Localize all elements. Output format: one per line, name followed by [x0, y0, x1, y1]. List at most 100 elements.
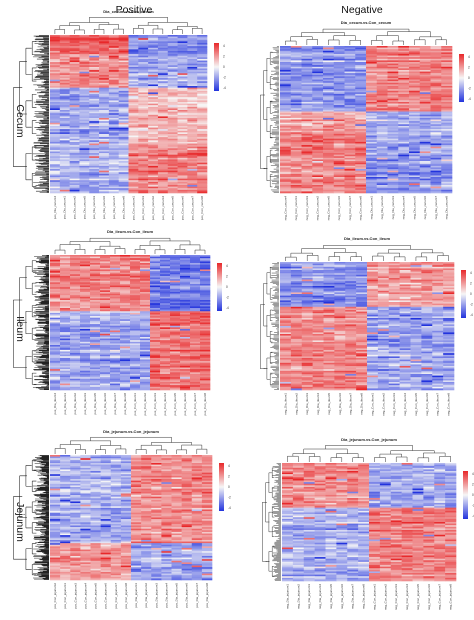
heatmap-cell	[130, 258, 141, 261]
heatmap-cell	[419, 137, 431, 139]
heatmap-cell	[150, 291, 161, 294]
row-header-ileum: Ileum	[14, 316, 26, 342]
heatmap-cell	[301, 101, 313, 104]
heatmap-cell	[69, 127, 80, 130]
heatmap-cell	[50, 267, 61, 270]
heatmap-cell	[99, 98, 110, 101]
heatmap-cell	[312, 153, 324, 155]
heatmap-cell	[410, 271, 422, 274]
heatmap-cell	[100, 356, 111, 359]
heatmap-cell	[128, 44, 139, 47]
heatmap-cell	[290, 87, 302, 90]
heatmap-cell	[90, 317, 101, 320]
heatmap-cell	[140, 348, 151, 351]
heatmap-cell	[323, 85, 335, 88]
heatmap-cell	[150, 327, 161, 330]
heatmap-cell	[80, 378, 91, 381]
heatmap-cell	[441, 177, 453, 179]
heatmap-cell	[430, 124, 442, 127]
heatmap-cell	[187, 122, 198, 125]
heatmap-cell	[110, 279, 121, 282]
heatmap-cell	[50, 60, 61, 63]
heatmap-cell	[200, 378, 211, 381]
heatmap-cell	[366, 103, 378, 106]
heatmap-cell	[344, 57, 356, 60]
heatmap-cell	[430, 170, 442, 173]
heatmap-cell	[333, 140, 345, 143]
heatmap-cell	[377, 274, 390, 277]
heatmap-cell	[301, 172, 313, 175]
heatmap-cell	[419, 175, 431, 178]
heatmap-cell	[430, 135, 442, 138]
heatmap-cell	[50, 161, 61, 163]
heatmap-cell	[79, 90, 90, 93]
heatmap-cell	[140, 380, 151, 383]
heatmap-cell	[170, 274, 181, 277]
heatmap-cell	[398, 52, 410, 55]
heatmap-cell	[190, 293, 201, 296]
heatmap-cell	[430, 132, 442, 135]
heatmap-cell	[89, 186, 100, 189]
heatmap-cell	[190, 269, 201, 272]
heatmap-cell	[387, 185, 399, 187]
heatmap-cell	[290, 60, 302, 63]
heatmap-cell	[280, 290, 292, 293]
heatmap-cell	[138, 89, 149, 92]
heatmap-cell	[108, 47, 119, 50]
heatmap-cell	[138, 113, 149, 116]
heatmap-cell	[430, 140, 442, 143]
heatmap-cell	[312, 76, 324, 79]
heatmap-cell	[419, 79, 431, 82]
heatmap-cell	[79, 167, 90, 170]
heatmap-cell	[177, 135, 188, 138]
heatmap-cell	[148, 36, 159, 39]
heatmap-cell	[99, 82, 110, 85]
heatmap-cell	[190, 372, 201, 375]
heatmap-cell	[280, 119, 292, 122]
heatmap-cell	[419, 122, 431, 125]
heatmap-cell	[89, 87, 100, 90]
heatmap-cell	[69, 86, 80, 88]
heatmap-cell	[323, 60, 335, 63]
heatmap-cell	[421, 287, 433, 290]
heatmap-cell	[366, 153, 378, 155]
heatmap-cell	[80, 258, 91, 261]
heatmap-cell	[180, 377, 191, 380]
heatmap-cell	[398, 47, 410, 50]
heatmap-cell	[69, 57, 80, 60]
heatmap-cell	[421, 290, 433, 293]
heatmap-cell	[69, 161, 80, 163]
heatmap-cell	[312, 279, 324, 282]
heatmap-cell	[80, 327, 91, 330]
heatmap-cell	[108, 189, 119, 192]
heatmap-cell	[50, 300, 61, 302]
heatmap-cell	[301, 298, 313, 301]
heatmap-cell	[90, 304, 101, 307]
heatmap-cell	[190, 324, 201, 327]
heatmap-cell	[200, 298, 211, 301]
heatmap-cell	[399, 305, 411, 308]
heatmap-cell	[301, 135, 313, 138]
heatmap-cell	[90, 306, 101, 309]
heatmap-cell	[80, 333, 91, 336]
heatmap-cell	[344, 116, 356, 119]
heatmap-cell	[197, 130, 208, 133]
heatmap-cell	[398, 71, 410, 74]
heatmap-cell	[376, 53, 388, 56]
heatmap-cell	[441, 77, 453, 80]
heatmap-cell	[150, 324, 161, 327]
heatmap-cell	[70, 275, 81, 278]
heatmap-cell	[70, 373, 81, 376]
heatmap-cell	[130, 377, 141, 380]
heatmap-cell	[323, 57, 335, 60]
heatmap-cell	[387, 106, 399, 109]
heatmap-cell	[280, 294, 292, 296]
heatmap-cell	[50, 351, 61, 354]
heatmap-cell	[150, 314, 161, 317]
heatmap-cell	[69, 165, 80, 168]
heatmap-cell	[190, 267, 201, 270]
heatmap-cell	[200, 291, 211, 294]
heatmap-cell	[409, 61, 421, 64]
heatmap-cell	[160, 311, 171, 314]
sample-label: pos_Dia_ileum2	[73, 393, 77, 415]
